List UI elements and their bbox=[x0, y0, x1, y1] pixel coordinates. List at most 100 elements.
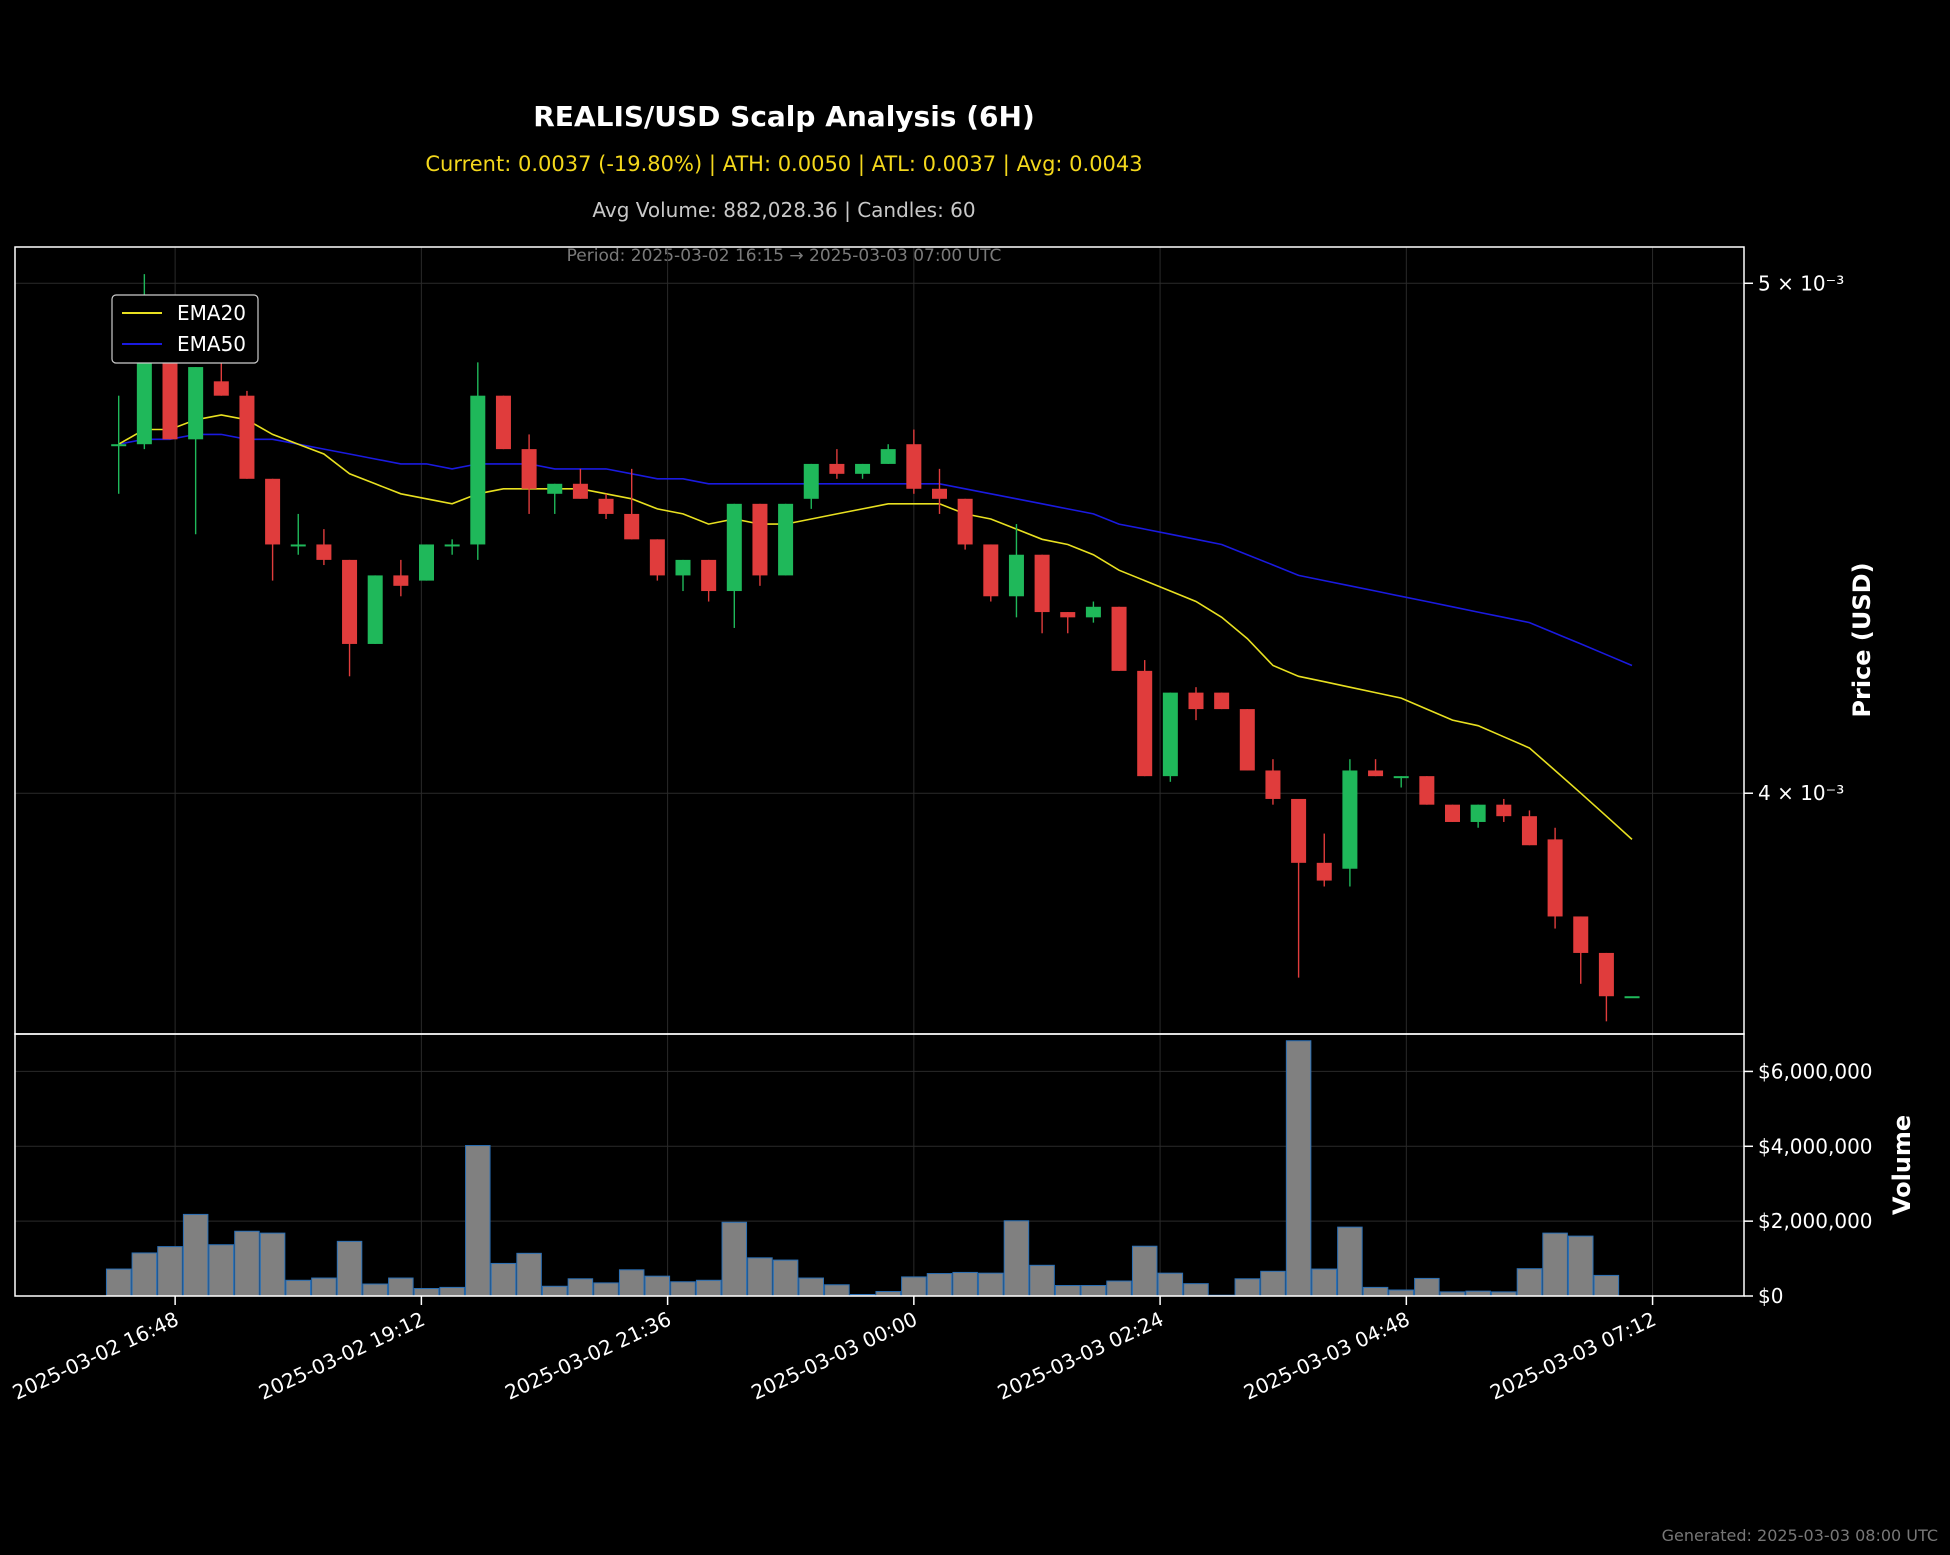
candle bbox=[1445, 804, 1460, 822]
candle-body bbox=[239, 395, 255, 479]
volume-bar bbox=[670, 1281, 696, 1297]
volume-bar bbox=[952, 1271, 978, 1297]
candle bbox=[1547, 827, 1563, 929]
volume-panel-frame bbox=[14, 1033, 1745, 1297]
candle-body bbox=[1368, 770, 1384, 777]
x-tick-label: 2025-03-03 07:12 bbox=[1486, 1307, 1659, 1405]
volume-bar bbox=[644, 1275, 671, 1297]
candle bbox=[1111, 606, 1127, 671]
candle-body bbox=[547, 483, 563, 494]
x-tick-label: 2025-03-02 21:36 bbox=[501, 1307, 674, 1405]
candle bbox=[1393, 776, 1409, 788]
candle-body bbox=[803, 463, 819, 499]
candle-body bbox=[1162, 692, 1178, 777]
candle-body bbox=[1547, 839, 1563, 917]
candle bbox=[1034, 554, 1050, 634]
candle-body bbox=[1316, 862, 1332, 881]
candle-body bbox=[778, 503, 794, 576]
candle bbox=[1342, 759, 1358, 887]
candle-body bbox=[393, 575, 409, 586]
volume-bar bbox=[388, 1277, 414, 1297]
candle-body bbox=[572, 483, 588, 499]
candle bbox=[1060, 612, 1076, 634]
volume-axis-label: Volume bbox=[1888, 1115, 1916, 1215]
ema20-line bbox=[118, 414, 1633, 840]
volume-bar bbox=[465, 1145, 491, 1297]
candle-body bbox=[983, 544, 999, 597]
x-tick-label: 2025-03-02 16:48 bbox=[9, 1307, 182, 1405]
candle bbox=[1265, 759, 1281, 805]
candle bbox=[1162, 692, 1178, 782]
candle-body bbox=[1291, 798, 1307, 863]
candle bbox=[1214, 692, 1230, 710]
volume-bar bbox=[1260, 1270, 1286, 1297]
candle-body bbox=[1393, 776, 1409, 779]
candle bbox=[1521, 810, 1537, 846]
candle bbox=[778, 503, 794, 576]
stats-subtitle: Current: 0.0037 (-19.80%) | ATH: 0.0050 … bbox=[425, 152, 1143, 176]
candle bbox=[239, 390, 255, 479]
volume-bar bbox=[311, 1277, 337, 1297]
candle bbox=[444, 539, 460, 555]
candle-body bbox=[521, 449, 537, 489]
candle-body bbox=[649, 539, 665, 576]
candle bbox=[932, 468, 947, 514]
candle bbox=[393, 559, 409, 597]
candle bbox=[188, 367, 204, 535]
generated-timestamp: Generated: 2025-03-03 08:00 UTC bbox=[1661, 1526, 1938, 1545]
candle bbox=[880, 444, 896, 464]
candle-body bbox=[1265, 770, 1281, 799]
candle-body bbox=[675, 559, 691, 576]
candle bbox=[572, 468, 588, 499]
candle bbox=[855, 463, 871, 479]
candle bbox=[495, 395, 511, 450]
time-axis: 2025-03-02 16:48 2025-03-02 19:12 2025-03-… bbox=[9, 1296, 1660, 1405]
volume-bar bbox=[542, 1285, 568, 1297]
volume-bar bbox=[182, 1213, 209, 1297]
candle bbox=[957, 498, 973, 550]
volume-bar bbox=[259, 1232, 286, 1297]
candle bbox=[1188, 687, 1204, 721]
volume-bar bbox=[824, 1284, 850, 1297]
candle bbox=[1496, 798, 1512, 822]
candle-body bbox=[1496, 804, 1512, 817]
candle bbox=[316, 529, 332, 566]
candle-body bbox=[367, 575, 383, 644]
period-label: Period: 2025-03-02 16:15 → 2025-03-03 07… bbox=[566, 246, 1002, 266]
candle-body bbox=[1008, 554, 1024, 597]
candle bbox=[521, 434, 537, 514]
volume-bar bbox=[157, 1246, 183, 1297]
price-tick-label: 4 × 10⁻³ bbox=[1758, 781, 1844, 805]
price-grid bbox=[15, 247, 1744, 1034]
volume-bar bbox=[1388, 1289, 1414, 1297]
volume-bar bbox=[772, 1259, 799, 1297]
candle-body bbox=[880, 449, 896, 464]
volume-bar bbox=[901, 1276, 927, 1297]
volume-bar bbox=[1183, 1283, 1209, 1297]
candle bbox=[829, 449, 845, 479]
candle-body bbox=[957, 498, 973, 545]
volume-bar bbox=[798, 1277, 824, 1297]
candle-body bbox=[1573, 916, 1589, 953]
candle bbox=[598, 493, 614, 519]
candle-body bbox=[265, 478, 281, 545]
candle bbox=[1419, 776, 1435, 805]
candle-body bbox=[1239, 709, 1255, 771]
volume-bar bbox=[618, 1269, 645, 1297]
x-tick-label: 2025-03-02 19:12 bbox=[255, 1307, 428, 1405]
candle bbox=[419, 544, 434, 581]
candle-body bbox=[188, 367, 204, 440]
candle-body bbox=[1445, 804, 1460, 822]
candle bbox=[701, 559, 717, 602]
volume-bar bbox=[336, 1240, 363, 1297]
volume-bar bbox=[1285, 1040, 1312, 1297]
candle bbox=[983, 544, 999, 602]
legend: EMA20 EMA50 bbox=[111, 294, 259, 364]
volume-tick-label: $0 bbox=[1758, 1284, 1783, 1308]
volume-bar bbox=[1414, 1277, 1440, 1297]
candle-body bbox=[701, 559, 717, 592]
ema-lines bbox=[118, 414, 1633, 840]
candle-body bbox=[495, 395, 511, 450]
candle bbox=[1291, 798, 1307, 978]
